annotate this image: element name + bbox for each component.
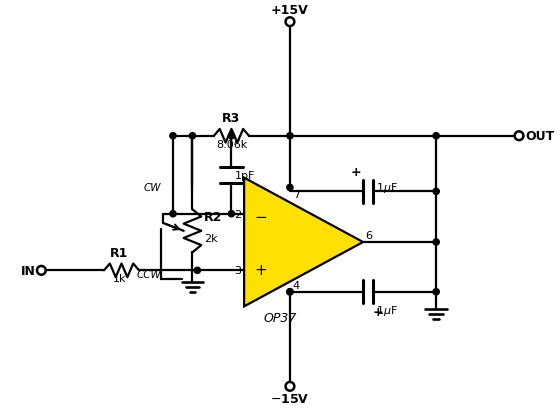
Circle shape (287, 289, 293, 295)
Circle shape (433, 133, 439, 139)
Text: +: + (351, 165, 362, 178)
Text: 1$\mu$F: 1$\mu$F (376, 304, 398, 318)
Text: R3: R3 (222, 112, 241, 125)
Text: CCW: CCW (137, 270, 161, 280)
Text: $-$15V: $-$15V (270, 392, 310, 405)
Text: +: + (373, 306, 384, 319)
Text: 8.06k: 8.06k (216, 139, 247, 149)
Text: 6: 6 (365, 231, 372, 240)
Circle shape (287, 289, 293, 295)
Circle shape (170, 133, 176, 139)
Text: R2: R2 (204, 211, 222, 223)
Text: 1k: 1k (113, 274, 126, 283)
Text: $-$: $-$ (254, 208, 267, 222)
Circle shape (287, 133, 293, 139)
Polygon shape (244, 178, 363, 307)
Text: 4: 4 (293, 280, 300, 290)
Text: 1$\mu$F: 1$\mu$F (376, 180, 398, 194)
Circle shape (189, 133, 195, 139)
Circle shape (228, 211, 235, 217)
Circle shape (170, 211, 176, 217)
Text: OP37: OP37 (264, 312, 297, 324)
Text: +15V: +15V (271, 4, 309, 17)
Text: 2k: 2k (204, 233, 218, 243)
Text: $+$: $+$ (254, 262, 267, 277)
Circle shape (194, 267, 200, 274)
Text: 7: 7 (293, 190, 300, 200)
Text: OUT: OUT (525, 130, 554, 143)
Text: 1pF: 1pF (235, 170, 255, 180)
Text: 2: 2 (234, 209, 241, 219)
Circle shape (287, 185, 293, 191)
Circle shape (228, 133, 235, 139)
Text: 3: 3 (234, 266, 241, 276)
Text: CW: CW (144, 183, 161, 193)
Text: IN: IN (21, 264, 35, 277)
Circle shape (433, 289, 439, 295)
Text: R1: R1 (110, 246, 129, 259)
Circle shape (433, 189, 439, 195)
Circle shape (433, 239, 439, 245)
